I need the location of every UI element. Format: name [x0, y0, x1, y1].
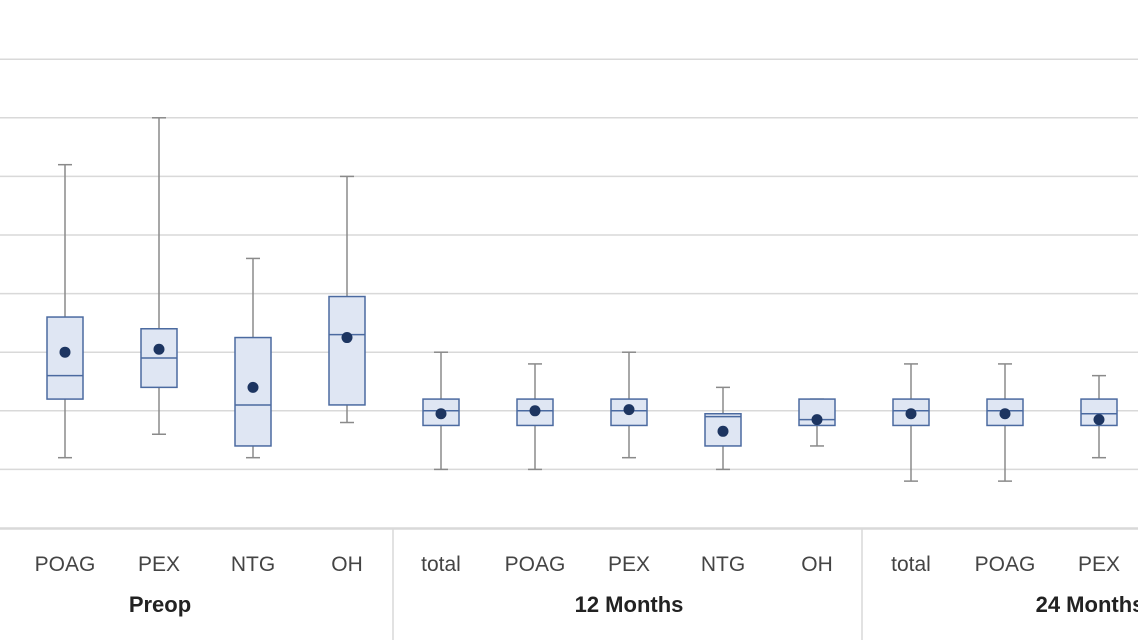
- mean-marker: [717, 425, 729, 437]
- box-24-months-total: [892, 363, 930, 482]
- mean-marker: [435, 408, 447, 420]
- mean-marker: [811, 414, 823, 426]
- box-preop-poag: [46, 163, 84, 459]
- mean-marker: [153, 343, 165, 355]
- box-preop-pex: [140, 117, 178, 435]
- mean-marker: [905, 408, 917, 420]
- mean-marker: [247, 381, 259, 393]
- box-iqr: [46, 316, 84, 400]
- mean-marker: [999, 408, 1011, 420]
- category-axis: POAG PEX NTG OH total POAG PEX NTG OH total POAG PE…: [0, 528, 1138, 640]
- box-preop-ntg: [234, 257, 272, 459]
- tick-label: PEX: [138, 553, 180, 576]
- mean-marker: [59, 346, 71, 358]
- box-12-months-oh: [798, 398, 836, 447]
- tick-label: total: [891, 553, 931, 576]
- tick-label: POAG: [35, 553, 96, 576]
- box-12-months-poag: [516, 363, 554, 471]
- tick-label: NTG: [231, 553, 275, 576]
- box-iqr: [328, 295, 366, 406]
- tick-label: NTG: [701, 553, 745, 576]
- box-12-months-ntg: [704, 386, 742, 471]
- mean-marker: [529, 405, 541, 417]
- mean-marker: [623, 404, 635, 416]
- tick-label: POAG: [505, 553, 566, 576]
- tick-label: total: [421, 553, 461, 576]
- tick-label: OH: [331, 553, 363, 576]
- group-label: 12 Months: [575, 592, 684, 617]
- tick-label: POAG: [975, 553, 1036, 576]
- group-label: 24 Months: [1036, 592, 1138, 617]
- tick-label: PEX: [608, 553, 650, 576]
- tick-label: OH: [801, 553, 833, 576]
- box-12-months-pex: [610, 351, 648, 459]
- mean-marker: [1093, 414, 1105, 426]
- box-series: [46, 117, 1118, 482]
- tick-label: PEX: [1078, 553, 1120, 576]
- box-preop-oh: [328, 175, 366, 424]
- box-12-months-total: [422, 351, 460, 471]
- mean-marker: [341, 332, 353, 344]
- group-label: Preop: [129, 592, 191, 617]
- box-iqr: [1080, 398, 1118, 427]
- gridlines: [0, 58, 1138, 529]
- box-24-months-pex: [1080, 374, 1118, 459]
- box-24-months-poag: [986, 363, 1024, 482]
